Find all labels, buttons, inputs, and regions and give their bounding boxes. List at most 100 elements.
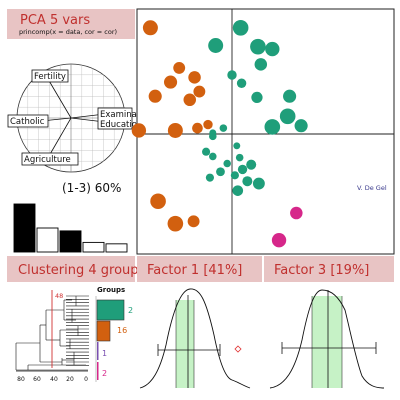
var-label-education: Education bbox=[100, 120, 142, 130]
label-box-exam-edu bbox=[97, 107, 133, 130]
dendro-cut-value: 48 bbox=[55, 292, 63, 300]
scatter-point-green bbox=[216, 167, 225, 177]
var-label-agriculture: Agriculture bbox=[24, 155, 71, 165]
scatter-point-orange bbox=[188, 71, 201, 84]
correlation-circle: Fertility Catholic Examination Education… bbox=[7, 63, 153, 173]
scatter-point-green bbox=[246, 159, 257, 170]
scatter-point-orange bbox=[142, 20, 158, 36]
dendrogram: 48 80 60 40 20 0 bbox=[15, 290, 89, 383]
var-label-examination: Examination bbox=[100, 110, 153, 120]
scatter-point-orange bbox=[167, 122, 183, 138]
scatter-point-orange bbox=[167, 215, 184, 232]
group-size-2: 16 bbox=[117, 326, 127, 335]
pca-subtitle: princomp(x = data, cor = cor) bbox=[19, 28, 117, 36]
factor1-density-panel bbox=[139, 288, 251, 389]
scree-plot bbox=[13, 203, 128, 253]
scree-bar bbox=[36, 227, 59, 253]
var-label-fertility: Fertility bbox=[34, 72, 66, 82]
factor1-header bbox=[137, 256, 262, 282]
dendro-tick-20: 20 bbox=[66, 376, 74, 383]
dendro-tick-40: 40 bbox=[50, 376, 58, 383]
pca-axes-label: (1-3) 60% bbox=[62, 181, 121, 195]
scatter-point-green bbox=[235, 153, 244, 162]
factor1-iqr-band bbox=[176, 300, 194, 388]
factor3-density-curve bbox=[269, 289, 385, 389]
factor1-density-curve bbox=[139, 288, 251, 389]
scatter-point-green bbox=[265, 41, 280, 57]
scatter-point-orange bbox=[203, 119, 213, 130]
group-bar-1 bbox=[96, 299, 125, 321]
scree-bar bbox=[82, 241, 105, 253]
scatter-point-green bbox=[230, 171, 239, 180]
group-size-4: 2 bbox=[102, 369, 107, 378]
scatter-points bbox=[131, 20, 308, 248]
scatter-point-green bbox=[223, 159, 231, 168]
scatter-point-green bbox=[209, 129, 217, 137]
dendro-tick-80: 80 bbox=[17, 376, 25, 383]
scatter-point-orange bbox=[164, 75, 178, 89]
groups-legend: Groups 2 16 1 2 bbox=[95, 286, 133, 382]
group-size-3: 1 bbox=[102, 349, 107, 358]
scatter-point-green bbox=[233, 142, 241, 150]
pca-title: PCA 5 vars bbox=[20, 13, 90, 28]
group-size-1: 2 bbox=[128, 306, 133, 315]
scatter-point-orange bbox=[183, 93, 197, 107]
scatter-point-orange bbox=[173, 61, 186, 74]
label-box-catholic bbox=[7, 114, 49, 128]
label-box-agriculture bbox=[21, 152, 79, 166]
factor1-title: Factor 1 [41%] bbox=[147, 263, 242, 278]
scatter-point-green bbox=[237, 164, 248, 175]
loading-arrow-fertility bbox=[47, 78, 72, 119]
scatter-point-green bbox=[208, 38, 224, 53]
dendro-tree bbox=[15, 295, 89, 371]
factor3-title: Factor 3 [19%] bbox=[274, 263, 369, 278]
scatter-watermark: V. De Gel bbox=[357, 184, 387, 192]
label-box-fertility bbox=[31, 69, 69, 83]
scatter-point-green bbox=[236, 78, 247, 88]
clustering-title: Clustering 4 groups bbox=[18, 263, 146, 278]
factor3-iqr-band bbox=[312, 296, 342, 388]
scree-bar bbox=[105, 243, 128, 253]
scree-bar bbox=[59, 230, 82, 253]
scatter-point-green bbox=[252, 177, 265, 190]
scatter-point-green bbox=[242, 176, 253, 187]
scatter-point-green bbox=[279, 108, 296, 125]
scatter-point-magenta bbox=[290, 206, 303, 220]
scatter-point-green bbox=[251, 91, 263, 104]
scatter-point-orange bbox=[148, 89, 162, 103]
scatter-point-orange bbox=[193, 85, 206, 98]
scatter-point-orange bbox=[187, 215, 200, 228]
dendro-tick-60: 60 bbox=[33, 376, 41, 383]
clustering-header bbox=[7, 256, 135, 282]
factor1-outlier-marker bbox=[234, 345, 242, 353]
scatter-point-green bbox=[232, 185, 244, 196]
factor3-header bbox=[264, 256, 394, 282]
group-bar-3 bbox=[97, 342, 99, 360]
var-label-catholic: Catholic bbox=[10, 117, 45, 127]
scatter-point-green bbox=[202, 147, 211, 156]
scatter-point-orange bbox=[192, 122, 203, 134]
scatter-point-orange bbox=[131, 123, 147, 138]
groups-label: Groups bbox=[97, 286, 125, 294]
factor3-density-panel bbox=[269, 289, 385, 389]
scree-bar bbox=[13, 203, 36, 253]
scatter-point-green bbox=[254, 58, 268, 71]
scatter-point-green bbox=[232, 20, 249, 36]
scatter-point-green bbox=[283, 89, 297, 103]
group-bar-2 bbox=[96, 320, 111, 342]
scatter-point-green bbox=[209, 152, 217, 161]
dendro-tick-0: 0 bbox=[84, 376, 88, 383]
scatter-point-green bbox=[219, 124, 228, 132]
scatter-point-green bbox=[264, 119, 281, 135]
pca-header bbox=[7, 9, 135, 39]
scatter-point-green bbox=[227, 70, 237, 80]
scatter-point-green bbox=[205, 173, 214, 182]
scatter-point-orange bbox=[150, 193, 166, 210]
loading-arrow-agriculture bbox=[48, 117, 72, 157]
scatter-point-green bbox=[250, 38, 266, 55]
scatter-point-green bbox=[294, 119, 308, 133]
scatter-point-magenta bbox=[271, 233, 287, 248]
group-bar-4 bbox=[97, 362, 99, 380]
